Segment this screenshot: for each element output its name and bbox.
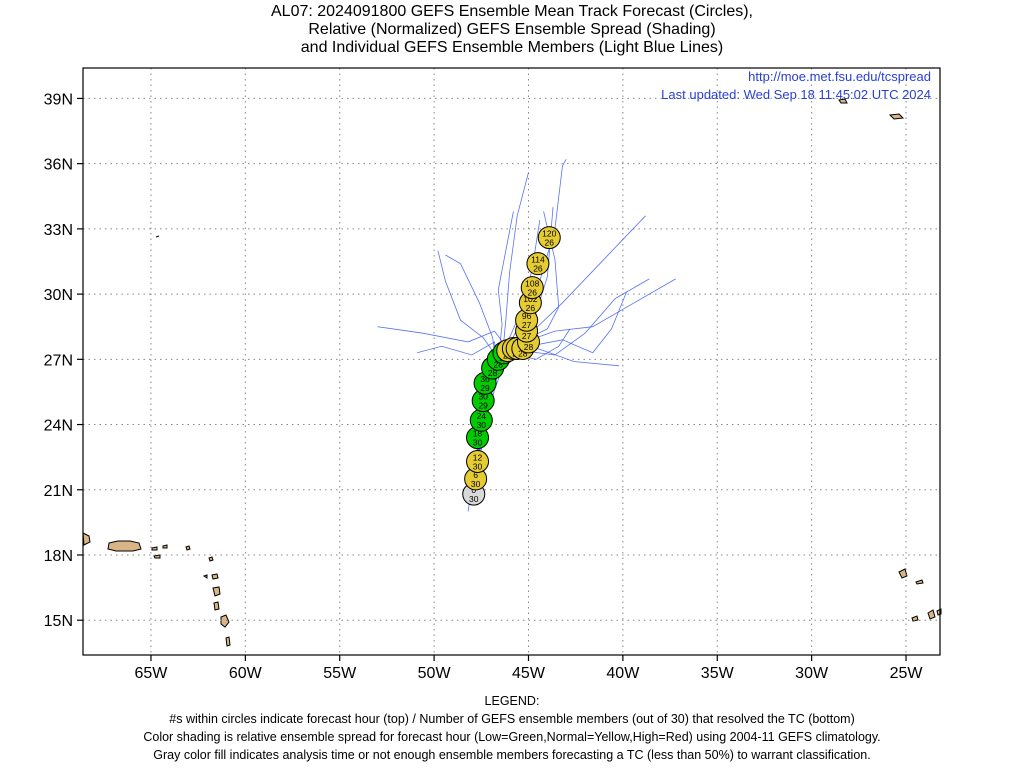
forecast-hour-label: 114 bbox=[531, 255, 545, 265]
land-island bbox=[212, 586, 221, 597]
member-count-label: 26 bbox=[545, 238, 555, 248]
map-gridlines bbox=[77, 68, 940, 661]
lon-label: 55W bbox=[323, 665, 357, 682]
forecast-hour-label: 24 bbox=[477, 411, 487, 421]
title-line-2: Relative (Normalized) GEFS Ensemble Spre… bbox=[308, 21, 716, 38]
lon-label: 35W bbox=[701, 665, 735, 682]
forecast-hour-label: 120 bbox=[542, 229, 556, 239]
lat-label: 33N bbox=[44, 222, 73, 239]
lon-label: 50W bbox=[418, 665, 452, 682]
lon-label: 45W bbox=[512, 665, 546, 682]
member-count-label: 26 bbox=[526, 303, 536, 313]
lon-label: 65W bbox=[135, 665, 169, 682]
land-island bbox=[155, 235, 160, 238]
lat-label: 24N bbox=[44, 418, 73, 435]
latitude-labels: 39N 36N 33N 30N 27N 24N 21N 18N 15N bbox=[44, 91, 73, 630]
land-island bbox=[213, 601, 220, 611]
forecast-hour-label: 12 bbox=[473, 453, 483, 463]
land-island bbox=[927, 609, 936, 620]
mean-track-circle bbox=[520, 276, 544, 300]
land-island bbox=[153, 554, 161, 559]
legend-line-3: Gray color fill indicates analysis time … bbox=[153, 748, 871, 762]
map-frame bbox=[82, 67, 941, 656]
forecast-hour-label: 18 bbox=[473, 429, 483, 439]
member-count-label: 29 bbox=[480, 383, 490, 393]
land-island bbox=[107, 540, 142, 552]
member-track-line bbox=[471, 278, 650, 503]
lat-label: 18N bbox=[44, 548, 73, 565]
land-island bbox=[211, 573, 219, 580]
member-count-label: 30 bbox=[473, 462, 483, 472]
legend-line-2: Color shading is relative ensemble sprea… bbox=[143, 730, 881, 744]
forecast-hour-label: 36 bbox=[480, 374, 490, 384]
lat-label: 27N bbox=[44, 352, 73, 369]
forecast-hour-label: 108 bbox=[525, 279, 539, 289]
lat-label: 39N bbox=[44, 91, 73, 108]
lon-label: 30W bbox=[795, 665, 829, 682]
title-line-1: AL07: 2024091800 GEFS Ensemble Mean Trac… bbox=[271, 3, 753, 20]
land-island bbox=[225, 636, 231, 647]
member-count-label: 30 bbox=[469, 494, 479, 504]
land-features bbox=[82, 98, 942, 647]
lon-label: 25W bbox=[890, 665, 924, 682]
member-count-label: 30 bbox=[477, 420, 487, 430]
land-island bbox=[220, 614, 230, 628]
legend-line-1: #s within circles indicate forecast hour… bbox=[169, 712, 855, 726]
last-updated-text: Last updated: Wed Sep 18 11:45:02 UTC 20… bbox=[661, 87, 931, 102]
land-island bbox=[208, 556, 214, 562]
member-count-label: 28 bbox=[494, 359, 504, 369]
source-url-link[interactable]: http://moe.met.fsu.edu/tcspread bbox=[748, 69, 931, 84]
forecast-hour-label: 96 bbox=[522, 311, 532, 321]
member-count-label: 29 bbox=[478, 401, 488, 411]
member-count-label: 27 bbox=[522, 320, 532, 330]
forecast-hour-label: 6 bbox=[473, 470, 478, 480]
member-count-label: 30 bbox=[473, 438, 483, 448]
member-count-label: 26 bbox=[528, 288, 538, 298]
lon-label: 40W bbox=[606, 665, 640, 682]
member-count-label: 28 bbox=[488, 368, 498, 378]
member-count-label: 28 bbox=[524, 342, 534, 352]
member-count-label: 26 bbox=[533, 264, 543, 274]
land-island bbox=[151, 546, 158, 551]
lon-label: 60W bbox=[229, 665, 263, 682]
mean-track-circles: 0306301230183024303029362942284828542860… bbox=[462, 226, 561, 506]
lat-label: 15N bbox=[44, 613, 73, 630]
legend-heading: LEGEND: bbox=[484, 694, 540, 708]
land-island bbox=[838, 98, 848, 104]
member-count-label: 28 bbox=[518, 348, 528, 358]
member-count-label: 27 bbox=[522, 331, 532, 341]
land-island bbox=[915, 579, 924, 585]
land-island bbox=[82, 532, 91, 546]
land-island bbox=[185, 545, 191, 551]
lat-label: 21N bbox=[44, 483, 73, 500]
land-island bbox=[898, 568, 908, 579]
land-island bbox=[162, 544, 168, 549]
member-track-line bbox=[473, 278, 676, 501]
mean-track-circle bbox=[537, 226, 561, 250]
lat-label: 36N bbox=[44, 157, 73, 174]
forecast-hour-label: 30 bbox=[478, 392, 488, 402]
mean-track-circle bbox=[526, 252, 550, 276]
longitude-labels: 65W 60W 55W 50W 45W 40W 35W 30W 25W bbox=[135, 665, 924, 682]
mean-track-circle bbox=[466, 450, 490, 474]
land-island bbox=[888, 113, 905, 120]
member-count-label: 30 bbox=[471, 479, 481, 489]
land-island bbox=[202, 574, 208, 579]
title-line-3: and Individual GEFS Ensemble Members (Li… bbox=[300, 39, 724, 56]
lat-label: 30N bbox=[44, 287, 73, 304]
